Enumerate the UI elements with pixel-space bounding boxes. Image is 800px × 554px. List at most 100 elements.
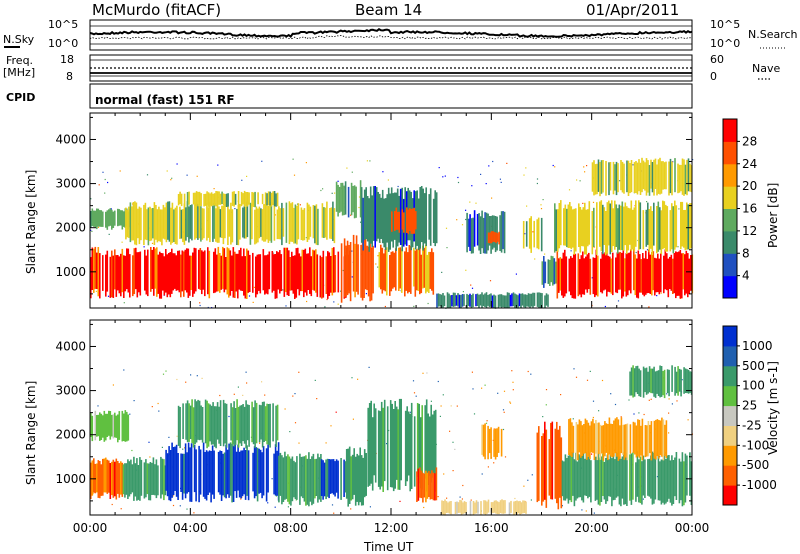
data-streak [516,500,518,516]
scatter-point [656,476,659,478]
scatter-point [500,181,502,183]
data-streak [425,470,427,503]
data-streak [219,400,222,446]
scatter-point [91,230,93,232]
data-streak [608,200,610,246]
data-streak [137,465,140,500]
data-streak [687,158,690,192]
data-streak [552,256,554,286]
scatter-point [442,394,444,396]
data-streak [266,403,268,445]
data-streak [567,204,570,248]
data-streak [375,187,378,242]
data-streak [343,459,345,497]
data-streak [231,407,234,445]
scatter-point [293,174,296,176]
data-streak [607,255,610,292]
data-streak [502,500,505,514]
scatter-point [241,179,243,181]
data-streak [599,201,601,247]
data-streak [653,366,655,397]
scatter-point [488,165,490,167]
scatter-point [377,255,379,257]
data-streak [106,459,109,494]
data-streak [653,202,655,246]
scatter-point [322,188,324,190]
data-streak [360,244,362,298]
data-streak [429,473,432,500]
data-streak [509,294,512,307]
data-streak [682,253,685,290]
data-streak [412,208,414,234]
data-streak [623,452,625,505]
data-streak [404,187,406,245]
data-streak [558,203,561,249]
data-streak [99,253,101,299]
data-streak [635,462,637,502]
data-streak [386,406,389,491]
scatter-point [444,175,446,177]
data-streak [370,400,372,484]
data-streak [676,252,679,296]
data-streak [90,257,92,299]
data-streak [355,235,358,292]
data-streak [664,249,667,290]
data-streak [505,295,507,308]
data-streak [659,365,661,398]
data-streak [270,201,273,243]
data-streak [513,501,515,515]
scatter-point [560,394,562,396]
data-streak [208,250,211,299]
data-streak [126,411,128,442]
data-streak [377,192,379,239]
scatter-point [465,209,467,211]
data-streak [653,452,655,504]
scatter-point [382,171,384,173]
x-tick-label: 12:00 [374,521,409,535]
data-streak [169,252,172,298]
scatter-point [456,219,458,221]
scatter-point [439,415,441,417]
nave-tick-bottom: 0 [710,70,717,83]
data-streak [651,252,653,296]
colorbar-tick-label: 500 [742,359,765,373]
scatter-point [446,497,448,499]
scatter-point [133,400,135,402]
data-streak [447,502,449,513]
data-streak [678,458,681,504]
data-streak [590,460,592,503]
data-streak [620,160,622,191]
data-streak [194,399,196,445]
data-streak [99,210,101,227]
data-streak [355,186,357,218]
scatter-point [337,303,339,305]
data-streak [200,405,202,440]
data-streak [497,294,500,309]
data-streak [212,193,214,206]
data-streak [687,253,689,298]
data-streak [319,255,322,298]
data-streak [610,258,613,294]
data-streak [330,207,333,239]
data-streak [629,371,631,396]
data-streak [244,256,247,299]
data-streak [392,251,394,289]
scatter-point [493,428,495,430]
scatter-point [350,508,352,510]
data-streak [655,258,658,293]
scatter-point [614,403,617,406]
data-streak [94,410,97,441]
data-streak [416,403,419,477]
data-streak [91,460,94,496]
data-streak [648,165,651,196]
data-streak [266,204,268,240]
data-streak [446,292,449,308]
data-streak [377,410,380,487]
data-streak [213,202,216,239]
data-streak [204,399,207,444]
data-streak [463,294,465,306]
data-streak [639,254,641,293]
data-streak [400,398,402,481]
scatter-point [131,449,133,452]
data-streak [254,191,256,208]
